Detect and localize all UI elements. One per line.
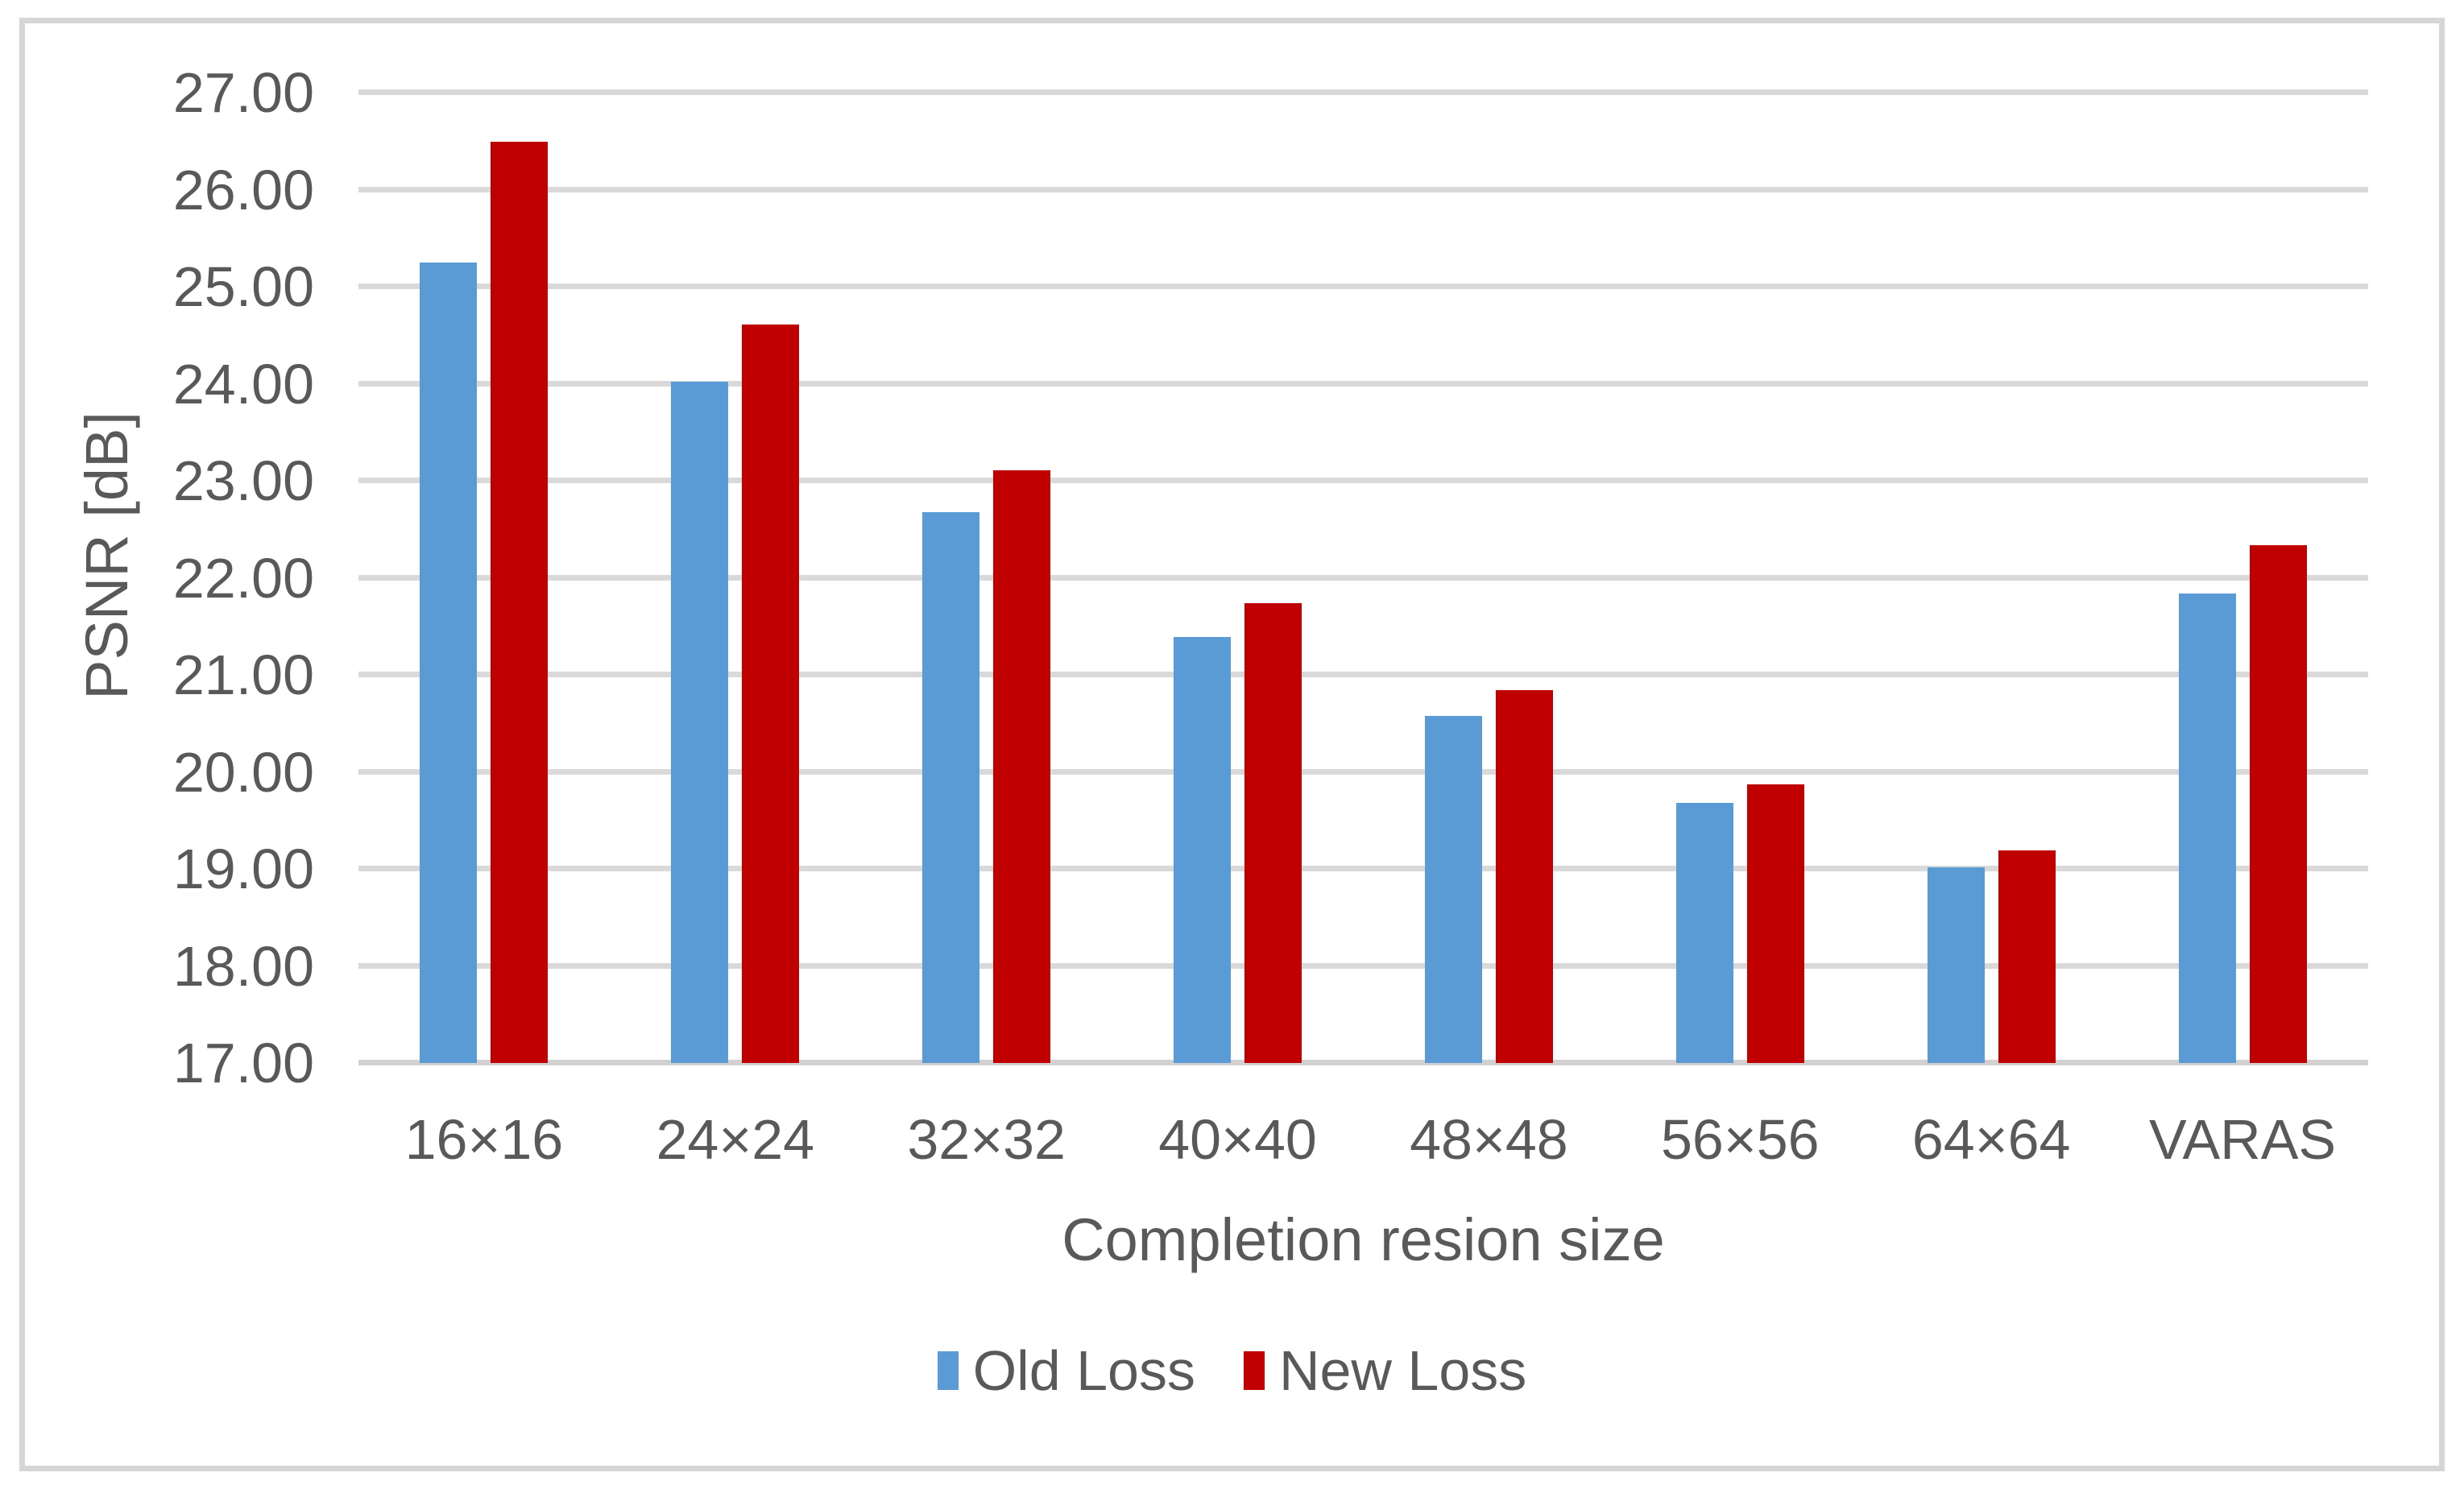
bar-old-loss-16×16 [420, 262, 478, 1063]
y-tick-label-23: 23.00 [172, 449, 314, 512]
x-tick-label-VARAS: VARAS [2149, 1108, 2337, 1171]
legend: Old Loss New Loss [0, 1340, 2464, 1401]
bar-group-32×32 [861, 93, 1112, 1063]
bar-new-loss-VARAS [2249, 544, 2307, 1063]
bar-old-loss-48×48 [1424, 715, 1482, 1063]
legend-item-old-loss: Old Loss [937, 1339, 1195, 1402]
y-tick-label-22: 22.00 [172, 546, 314, 610]
x-tick-label-56×56: 56×56 [1661, 1108, 1820, 1171]
y-tick-label-20: 20.00 [172, 740, 314, 804]
plot-area [358, 89, 2368, 1065]
gridline-21 [358, 672, 2368, 677]
bar-old-loss-VARAS [2178, 593, 2236, 1063]
y-tick-label-25: 25.00 [172, 255, 314, 318]
gridline-23 [358, 478, 2368, 483]
legend-swatch-new-loss [1243, 1351, 1265, 1390]
y-tick-label-18: 18.00 [172, 934, 314, 998]
bar-old-loss-32×32 [922, 511, 980, 1063]
y-tick-label-24: 24.00 [172, 352, 314, 416]
gridline-22 [358, 574, 2368, 581]
bar-group-24×24 [610, 93, 861, 1063]
y-tick-label-19: 19.00 [172, 838, 314, 900]
x-axis-line [358, 1060, 2368, 1065]
bar-new-loss-48×48 [1495, 690, 1553, 1063]
gridline-27 [358, 89, 2368, 95]
legend-label-new-loss: New Loss [1278, 1339, 1527, 1402]
legend-item-new-loss: New Loss [1243, 1339, 1527, 1402]
bar-group-48×48 [1364, 93, 1615, 1063]
bar-group-16×16 [358, 93, 610, 1063]
y-tick-label-26: 26.00 [172, 158, 314, 221]
gridline-20 [358, 768, 2368, 775]
x-tick-label-48×48: 48×48 [1410, 1108, 1568, 1171]
y-tick-label-21: 21.00 [172, 643, 314, 706]
x-tick-label-32×32: 32×32 [907, 1108, 1066, 1171]
gridline-24 [358, 380, 2368, 387]
bar-old-loss-24×24 [671, 382, 729, 1063]
gridline-19 [358, 866, 2368, 871]
legend-swatch-old-loss [937, 1351, 959, 1390]
bar-old-loss-56×56 [1675, 803, 1733, 1063]
x-tick-label-24×24: 24×24 [656, 1108, 815, 1171]
bar-new-loss-24×24 [742, 325, 800, 1063]
bar-old-loss-64×64 [1927, 867, 1985, 1063]
bar-old-loss-40×40 [1174, 637, 1232, 1063]
bar-new-loss-40×40 [1244, 602, 1302, 1063]
gridline-26 [358, 186, 2368, 192]
bar-new-loss-16×16 [491, 142, 549, 1063]
legend-label-old-loss: Old Loss [972, 1339, 1195, 1402]
bar-new-loss-56×56 [1746, 784, 1804, 1063]
x-axis-title: Completion resion size [1062, 1206, 1665, 1273]
bar-group-56×56 [1614, 93, 1866, 1063]
y-tick-label-17: 17.00 [172, 1032, 314, 1094]
x-tick-label-16×16: 16×16 [404, 1108, 564, 1171]
bar-new-loss-64×64 [1998, 850, 2056, 1063]
bar-new-loss-32×32 [993, 469, 1051, 1063]
x-tick-label-64×64: 64×64 [1911, 1108, 2071, 1171]
bar-group-64×64 [1866, 93, 2117, 1063]
y-tick-label-27: 27.00 [172, 61, 314, 124]
bar-group-VARAS [2117, 93, 2368, 1063]
x-tick-label-40×40: 40×40 [1158, 1108, 1317, 1171]
gridline-18 [358, 962, 2368, 969]
bar-group-40×40 [1112, 93, 1364, 1063]
gridline-25 [358, 283, 2368, 289]
